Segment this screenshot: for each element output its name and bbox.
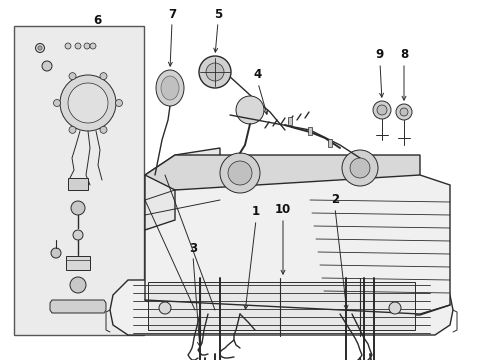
Circle shape	[68, 83, 108, 123]
Circle shape	[69, 73, 76, 80]
Circle shape	[100, 73, 107, 80]
Circle shape	[395, 104, 411, 120]
Circle shape	[205, 63, 224, 81]
Circle shape	[159, 302, 171, 314]
Circle shape	[73, 230, 83, 240]
Circle shape	[388, 302, 400, 314]
Circle shape	[71, 201, 85, 215]
Bar	[287, 117, 291, 125]
Circle shape	[376, 105, 386, 115]
Polygon shape	[50, 300, 106, 313]
Circle shape	[65, 43, 71, 49]
Bar	[68, 178, 88, 190]
Text: 1: 1	[251, 206, 260, 219]
Circle shape	[399, 108, 407, 116]
Text: 7: 7	[167, 8, 176, 21]
Bar	[66, 256, 90, 270]
Circle shape	[84, 43, 90, 49]
Circle shape	[349, 158, 369, 178]
Text: 6: 6	[93, 13, 101, 27]
Bar	[327, 139, 331, 147]
Text: 8: 8	[399, 49, 407, 62]
Bar	[14, 26, 143, 335]
Text: 2: 2	[330, 193, 338, 207]
Circle shape	[372, 101, 390, 119]
Polygon shape	[145, 148, 220, 230]
Circle shape	[341, 150, 377, 186]
Text: 9: 9	[375, 49, 384, 62]
Bar	[148, 282, 414, 330]
Circle shape	[220, 153, 260, 193]
Circle shape	[36, 44, 44, 53]
Text: 10: 10	[274, 203, 290, 216]
Circle shape	[38, 46, 42, 50]
Text: 4: 4	[253, 68, 262, 81]
Polygon shape	[110, 280, 452, 335]
Circle shape	[42, 61, 52, 71]
Circle shape	[51, 248, 61, 258]
Circle shape	[75, 43, 81, 49]
Circle shape	[199, 56, 230, 88]
Circle shape	[227, 161, 251, 185]
Ellipse shape	[161, 76, 179, 100]
Text: 5: 5	[213, 8, 222, 21]
Circle shape	[100, 126, 107, 133]
Bar	[307, 127, 311, 135]
Circle shape	[236, 96, 264, 124]
Circle shape	[69, 126, 76, 133]
Circle shape	[60, 75, 116, 131]
Polygon shape	[145, 175, 449, 315]
Polygon shape	[145, 155, 419, 190]
Circle shape	[53, 99, 61, 107]
Text: 3: 3	[188, 242, 197, 255]
Circle shape	[70, 277, 86, 293]
Ellipse shape	[156, 70, 183, 106]
Circle shape	[90, 43, 96, 49]
Circle shape	[115, 99, 122, 107]
